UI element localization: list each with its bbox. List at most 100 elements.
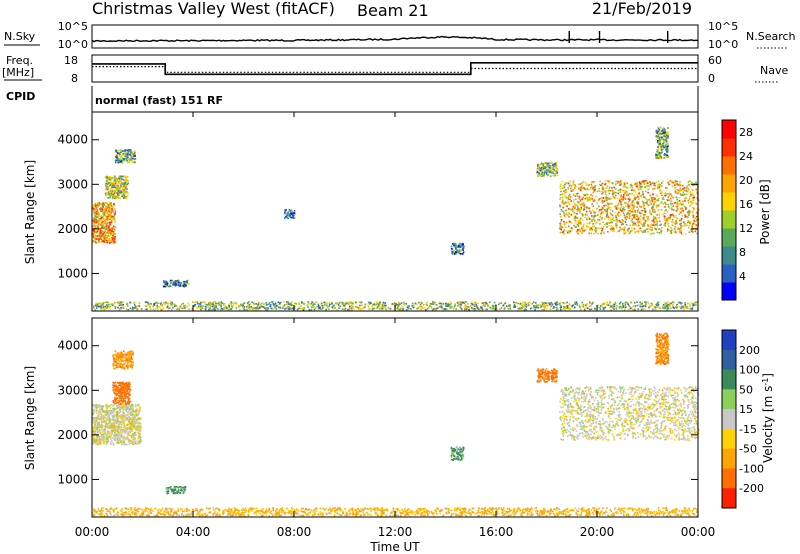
echo-cell (682, 221, 685, 224)
echo-cell (557, 308, 559, 310)
echo-cell (650, 203, 653, 206)
echo-cell (268, 302, 271, 304)
echo-cell (687, 199, 689, 202)
echo-cell (642, 193, 644, 195)
echo-cell (413, 304, 415, 306)
echo-cell (591, 198, 593, 200)
echo-cell (662, 133, 665, 135)
echo-cell (552, 172, 554, 174)
echo-cell (130, 405, 133, 407)
echo-cell (616, 197, 619, 200)
echo-cell (682, 200, 684, 202)
echo-cell (567, 200, 569, 203)
echo-cell (462, 251, 465, 254)
echo-cell (635, 184, 638, 186)
echo-cell (578, 198, 581, 200)
echo-cell (118, 159, 121, 162)
echo-cell (580, 207, 582, 209)
echo-cell (441, 307, 444, 310)
echo-cell (692, 194, 694, 196)
echo-cell (108, 416, 110, 418)
echo-cell (236, 303, 238, 305)
echo-cell (648, 227, 650, 230)
echo-cell (568, 231, 570, 233)
echo-cell (627, 210, 630, 212)
echo-cell (116, 420, 119, 423)
echo-cell (127, 161, 129, 164)
echo-cell (118, 152, 121, 154)
echo-cell (420, 308, 422, 311)
echo-cell (681, 203, 683, 206)
echo-cell (663, 305, 666, 308)
echo-cell (549, 162, 551, 164)
echo-cell (672, 181, 675, 184)
echo-cell (679, 301, 682, 304)
echo-cell (660, 146, 663, 148)
echo-cell (182, 285, 185, 287)
echo-cell (127, 309, 130, 311)
echo-cell (629, 215, 631, 218)
echo-cell (577, 208, 579, 211)
echo-cell (458, 302, 461, 305)
echo-cell (681, 207, 683, 210)
echo-cell (614, 220, 617, 222)
echo-cell (423, 307, 426, 309)
echo-cell (112, 196, 115, 198)
echo-cell (660, 223, 662, 226)
echo-cell (675, 210, 678, 213)
echo-cell (686, 190, 689, 193)
echo-cell (115, 410, 118, 413)
echo-cell (655, 154, 658, 157)
echo-cell (539, 167, 542, 170)
echo-cell (287, 213, 289, 215)
echo-cell (122, 443, 124, 445)
echo-cell (585, 307, 588, 309)
echo-cell (377, 302, 379, 305)
echo-cell (665, 209, 667, 211)
echo-cell (272, 308, 275, 310)
echo-cell (132, 308, 134, 310)
echo-cell (139, 442, 141, 445)
echo-cell (139, 406, 142, 409)
echo-cell (612, 182, 614, 185)
echo-cell (292, 216, 295, 218)
echo-cell (419, 303, 422, 306)
echo-cell (657, 186, 659, 188)
echo-cell (594, 211, 597, 214)
echo-cell (120, 406, 122, 409)
echo-cell (651, 208, 654, 211)
echo-cell (664, 192, 667, 194)
echo-cell (547, 169, 549, 171)
echo-cell (235, 307, 238, 309)
echo-cell (93, 211, 95, 214)
echo-cell (230, 308, 232, 310)
echo-cell (606, 301, 609, 304)
echo-cell (259, 303, 262, 306)
echo-cell (116, 155, 118, 157)
echo-cell (693, 222, 695, 225)
echo-cell (111, 227, 113, 229)
echo-cell (619, 199, 621, 202)
echo-cell (94, 237, 96, 240)
echo-cell (125, 175, 128, 177)
echo-cell (577, 207, 579, 210)
echo-cell (564, 189, 566, 192)
echo-cell (525, 306, 528, 308)
echo-cell (419, 302, 422, 305)
echo-cell (575, 226, 577, 228)
echo-cell (632, 189, 635, 191)
echo-cell (636, 230, 639, 233)
echo-cell (101, 307, 104, 309)
echo-cell (604, 306, 606, 309)
echo-cell (136, 309, 139, 311)
echo-cell (678, 197, 681, 199)
echo-cell (108, 211, 110, 213)
echo-cell (107, 229, 110, 231)
echo-cell (596, 227, 599, 230)
freq-panel: Freq. [MHz] 18 8 60 0 Nave (2, 54, 788, 85)
echo-cell (654, 216, 657, 219)
echo-cell (573, 206, 575, 208)
echo-cell (103, 209, 105, 212)
echo-cell (266, 308, 268, 311)
